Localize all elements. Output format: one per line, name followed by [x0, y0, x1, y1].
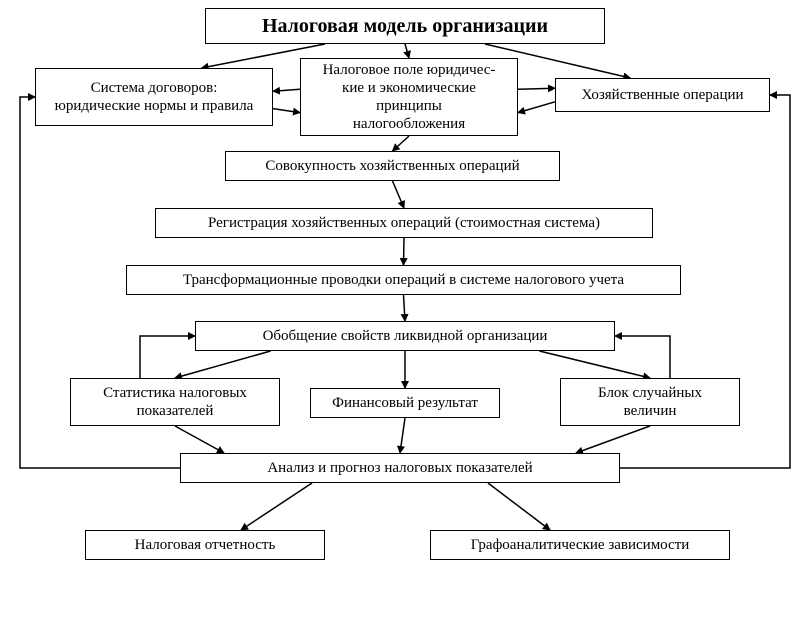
edge [615, 336, 670, 378]
edge [404, 238, 405, 265]
node-label: Регистрация хозяйственных операций (стои… [208, 214, 600, 232]
node-label: Блок случайных величин [598, 384, 702, 420]
edge [241, 483, 312, 530]
node-label: Трансформационные проводки операций в си… [183, 271, 624, 289]
node-label: Статистика налоговых показателей [103, 384, 247, 420]
node-graphdep: Графоаналитические зависимости [430, 530, 730, 560]
edge [404, 295, 406, 321]
edge [393, 136, 410, 151]
node-randoms: Блок случайных величин [560, 378, 740, 426]
node-registration: Регистрация хозяйственных операций (стои… [155, 208, 653, 238]
node-reporting: Налоговая отчетность [85, 530, 325, 560]
edge [488, 483, 550, 530]
node-statistics: Статистика налоговых показателей [70, 378, 280, 426]
node-analysis: Анализ и прогноз налоговых показателей [180, 453, 620, 483]
edge [273, 109, 300, 113]
node-label: Хозяйственные операции [581, 86, 743, 104]
flowchart-canvas: Налоговая модель организации Система дого… [0, 0, 810, 617]
edge [393, 181, 405, 208]
edge [175, 351, 271, 378]
edge [140, 336, 195, 378]
edge [175, 426, 224, 453]
node-label: Финансовый результат [332, 394, 478, 412]
node-taxfield: Налоговое поле юридичес- кие и экономиче… [300, 58, 518, 136]
edge [405, 44, 409, 58]
edge [273, 89, 300, 91]
node-title: Налоговая модель организации [205, 8, 605, 44]
edge [518, 102, 555, 113]
node-businessops: Хозяйственные операции [555, 78, 770, 112]
node-label: Совокупность хозяйственных операций [265, 157, 519, 175]
node-label: Графоаналитические зависимости [471, 536, 690, 554]
node-label: Налоговое поле юридичес- кие и экономиче… [323, 61, 496, 133]
edge [576, 426, 650, 453]
node-transform: Трансформационные проводки операций в си… [126, 265, 681, 295]
edge [400, 418, 405, 453]
node-label: Налоговая модель организации [262, 14, 548, 38]
node-generalize: Обобщение свойств ликвидной организации [195, 321, 615, 351]
edge [539, 351, 650, 378]
node-label: Налоговая отчетность [135, 536, 276, 554]
node-label: Обобщение свойств ликвидной организации [263, 327, 548, 345]
node-contracts: Система договоров: юридические нормы и п… [35, 68, 273, 126]
node-aggregate: Совокупность хозяйственных операций [225, 151, 560, 181]
node-label: Система договоров: юридические нормы и п… [55, 79, 254, 115]
node-label: Анализ и прогноз налоговых показателей [267, 459, 532, 477]
node-finresult: Финансовый результат [310, 388, 500, 418]
edge [518, 88, 555, 89]
